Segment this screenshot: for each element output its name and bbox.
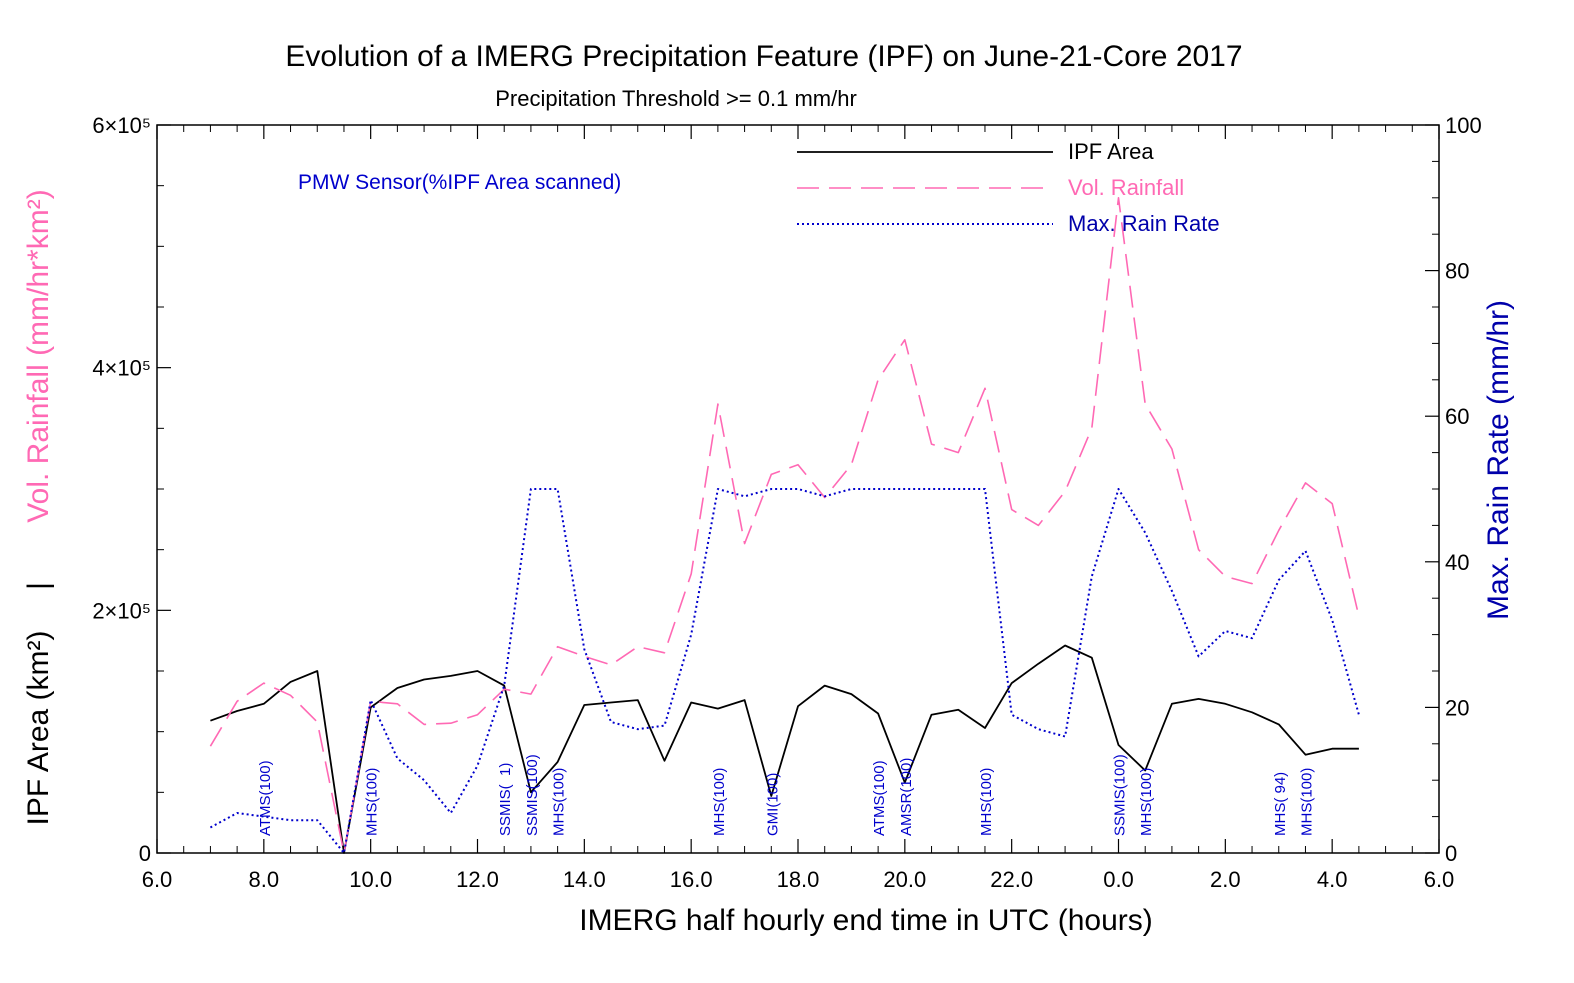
series-line-max-rain-rate (209, 488, 1360, 854)
series-layer (209, 197, 1360, 854)
sensor-annotation: MHS(100) (364, 768, 381, 836)
y-axis-right: 0 20 40 60 80 100 (1425, 113, 1482, 866)
y-right-tick-label: 60 (1445, 404, 1469, 429)
sensor-annotation: AMSR(100) (898, 758, 915, 836)
x-axis: 6.0 8.0 10.0 12.0 14.0 16.0 18.0 20.0 22.0 0.0 2.0… (142, 125, 1455, 892)
y-right-tick-label: 0 (1445, 841, 1457, 866)
sensor-annotation: MHS(100) (551, 768, 568, 836)
y-left-tick-label: 0 (139, 841, 151, 866)
y-right-tick-label: 40 (1445, 550, 1469, 575)
y-right-tick-label: 80 (1445, 259, 1469, 284)
sensor-annotation: SSMIS(100) (1112, 754, 1129, 836)
sensor-annotation: ATMS(100) (257, 760, 274, 836)
x-tick-label: 16.0 (670, 867, 713, 892)
y-right-tick-label: 100 (1445, 113, 1482, 138)
x-tick-label: 12.0 (456, 867, 499, 892)
sensor-annotation: SSMIS(100) (524, 754, 541, 836)
x-axis-title: IMERG half hourly end time in UTC (hours… (579, 904, 1153, 937)
chart-subtitle: Precipitation Threshold >= 0.1 mm/hr (495, 86, 857, 111)
chart-title: Evolution of a IMERG Precipitation Featu… (285, 40, 1242, 73)
sensor-annotation: MHS(100) (1138, 768, 1155, 836)
x-tick-label: 6.0 (142, 867, 173, 892)
y-right-tick-label: 20 (1445, 695, 1469, 720)
sensor-annotations: ATMS(100) MHS(100) SSMIS( 1) SSMIS(100) MHS(… (257, 754, 1316, 836)
sensor-annotation: ATMS(100) (871, 760, 888, 836)
x-tick-label: 4.0 (1317, 867, 1348, 892)
x-tick-label: 0.0 (1103, 867, 1134, 892)
y-left-tick-label: 4×10⁵ (92, 356, 151, 381)
x-tick-label: 14.0 (563, 867, 606, 892)
sensor-legend-label: PMW Sensor(%IPF Area scanned) (298, 171, 621, 194)
y-left-tick-label: 6×10⁵ (92, 113, 151, 138)
x-tick-label: 8.0 (249, 867, 280, 892)
y-left-tick-label: 2×10⁵ (92, 598, 151, 623)
x-tick-label: 10.0 (349, 867, 392, 892)
legend-label: Max. Rain Rate (1068, 211, 1220, 236)
y-axis-right-title: Max. Rain Rate (mm/hr) (1482, 300, 1515, 620)
sensor-annotation: MHS(100) (1299, 768, 1316, 836)
sensor-annotation: MHS( 94) (1272, 772, 1289, 836)
x-tick-label: 18.0 (777, 867, 820, 892)
x-tick-label: 2.0 (1210, 867, 1241, 892)
x-tick-label: 22.0 (990, 867, 1033, 892)
y-axis-left-title-separator: | (22, 582, 55, 590)
x-tick-label: 6.0 (1424, 867, 1455, 892)
x-tick-label: 20.0 (883, 867, 926, 892)
y-axis-left-title-rainfall: Vol. Rainfall (mm/hr*km²) (22, 189, 55, 522)
series-line-ipf-area (210, 644, 1359, 854)
sensor-annotation: GMI(100) (764, 773, 781, 836)
legend: IPF Area Vol. Rainfall Max. Rain Rate (797, 139, 1220, 236)
legend-label: IPF Area (1068, 139, 1154, 164)
sensor-annotation: SSMIS( 1) (497, 763, 514, 836)
sensor-annotation: MHS(100) (978, 768, 995, 836)
legend-label: Vol. Rainfall (1068, 175, 1184, 200)
y-axis-left-title-area: IPF Area (km²) (22, 630, 55, 825)
sensor-annotation: MHS(100) (711, 768, 728, 836)
y-axis-left: 0 2×10⁵ 4×10⁵ 6×10⁵ (92, 113, 171, 866)
series-line-vol-rainfall (209, 197, 1360, 854)
